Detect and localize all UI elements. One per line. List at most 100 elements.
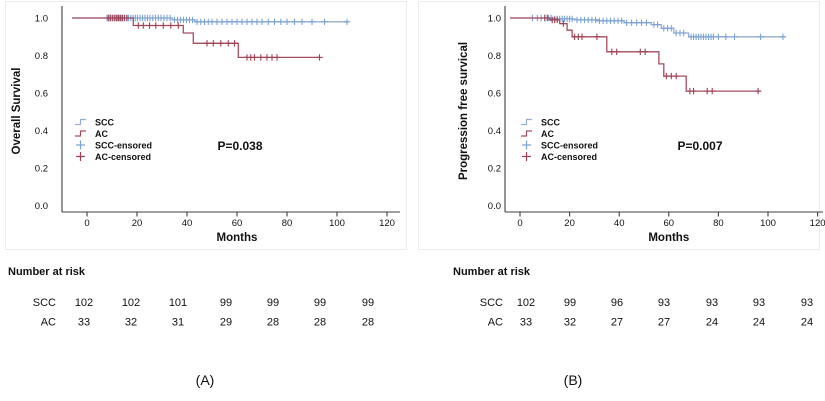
risk-table-heading: Number at risk xyxy=(453,266,531,278)
ac-curve xyxy=(510,17,761,92)
scc-censor-marks xyxy=(103,14,351,25)
risk-table-heading: Number at risk xyxy=(8,266,86,278)
risk-value: 28 xyxy=(267,317,279,329)
x-tick-label: 100 xyxy=(760,218,776,229)
ac-censor-glyph-icon xyxy=(76,152,85,161)
risk-value: 24 xyxy=(801,317,813,329)
panel-progression-free-survival: 0 20 40 60 80 100 120 1.0 0.8 0.6 0.4 0.2 0.0 Progres… xyxy=(413,0,825,345)
ac-censor-marks xyxy=(541,14,762,95)
y-tick-label: 1.0 xyxy=(35,14,48,25)
scc-censor-glyph-icon xyxy=(76,140,85,150)
p-value: P=0.038 xyxy=(217,139,262,153)
legend-label: SCC xyxy=(541,118,561,128)
risk-value: 27 xyxy=(658,317,670,329)
risk-value: 24 xyxy=(753,317,765,329)
legend-label: AC-censored xyxy=(95,152,151,162)
panel-b-caption: (B) xyxy=(563,372,583,388)
tick-labels: 0 20 40 60 80 100 120 1.0 0.8 0.6 0.4 0.2 0.0 xyxy=(35,14,395,230)
ac-step-glyph-icon xyxy=(75,130,86,137)
x-tick-label: 0 xyxy=(517,218,522,229)
ac-censor-marks xyxy=(105,14,323,61)
risk-row-label: SCC xyxy=(480,297,503,309)
risk-value: 33 xyxy=(78,317,90,329)
x-tick-label: 80 xyxy=(282,218,293,229)
tick-labels: 0 20 40 60 80 100 120 1.0 0.8 0.6 0.4 0.2 0.0 xyxy=(488,14,825,230)
y-tick-label: 0.4 xyxy=(35,126,48,137)
risk-value: 93 xyxy=(658,297,670,309)
scc-censor-glyph-icon xyxy=(522,140,531,150)
risk-value: 99 xyxy=(362,297,374,309)
risk-value: 96 xyxy=(611,297,623,309)
risk-value: 93 xyxy=(753,297,765,309)
risk-value: 31 xyxy=(172,317,184,329)
risk-value: 93 xyxy=(801,297,813,309)
risk-value: 99 xyxy=(220,297,232,309)
y-axis-label: Progression free survical xyxy=(458,42,470,180)
km-chart-A: 0 20 40 60 80 100 120 1.0 0.8 0.6 0.4 0.2 0.0 Overall… xyxy=(5,1,407,329)
legend-label: AC-censored xyxy=(541,152,597,162)
legend-label: AC xyxy=(541,129,554,139)
x-tick-label: 80 xyxy=(713,218,724,229)
scc-step-glyph-icon xyxy=(75,118,86,126)
y-tick-label: 0.6 xyxy=(488,89,501,100)
ac-censor-glyph-icon xyxy=(522,152,531,161)
risk-value: 24 xyxy=(706,317,718,329)
y-tick-label: 0.4 xyxy=(488,126,501,137)
x-tick-label: 60 xyxy=(232,218,243,229)
risk-value: 29 xyxy=(220,317,232,329)
ac-curve xyxy=(72,17,320,59)
panel-a-caption: (A) xyxy=(195,372,215,388)
risk-value: 99 xyxy=(564,297,576,309)
risk-value: 32 xyxy=(125,317,137,329)
risk-value: 99 xyxy=(267,297,279,309)
risk-row-label: SCC xyxy=(33,297,56,309)
risk-row-label: AC xyxy=(488,317,503,329)
risk-value: 28 xyxy=(362,317,374,329)
panel-overall-survival: 0 20 40 60 80 100 120 1.0 0.8 0.6 0.4 0.2 0.0 Overall… xyxy=(0,0,412,345)
x-tick-label: 0 xyxy=(84,218,89,229)
x-tick-label: 120 xyxy=(379,218,395,229)
number-at-risk-table: Number at risk SCC 102 102 101 99 99 99 99 AC 33 32… xyxy=(8,266,374,329)
y-tick-label: 1.0 xyxy=(488,14,501,25)
risk-value: 27 xyxy=(611,317,623,329)
risk-value: 102 xyxy=(75,297,93,309)
number-at-risk-table: Number at risk SCC 102 99 96 93 93 93 93 AC 33 32 27… xyxy=(453,266,813,329)
risk-value: 93 xyxy=(706,297,718,309)
y-tick-label: 0.6 xyxy=(35,89,48,100)
legend-label: SCC-ensored xyxy=(541,141,598,151)
risk-row-label: AC xyxy=(41,317,56,329)
y-tick-label: 0.8 xyxy=(488,51,501,62)
y-tick-label: 0.0 xyxy=(35,201,48,212)
km-chart-B: 0 20 40 60 80 100 120 1.0 0.8 0.6 0.4 0.2 0.0 Progres… xyxy=(418,1,825,329)
x-tick-label: 120 xyxy=(810,218,825,229)
y-tick-label: 0.8 xyxy=(35,51,48,62)
x-tick-label: 40 xyxy=(182,218,193,229)
risk-value: 102 xyxy=(122,297,140,309)
panel-border xyxy=(5,1,407,250)
scc-step-glyph-icon xyxy=(521,118,532,126)
x-tick-label: 20 xyxy=(132,218,143,229)
risk-value: 101 xyxy=(169,297,187,309)
x-tick-label: 60 xyxy=(664,218,675,229)
risk-value: 28 xyxy=(314,317,326,329)
risk-value: 99 xyxy=(314,297,326,309)
y-tick-label: 0.0 xyxy=(488,201,501,212)
ac-step-glyph-icon xyxy=(521,130,532,137)
x-tick-label: 20 xyxy=(564,218,575,229)
y-tick-label: 0.2 xyxy=(35,164,48,175)
y-tick-label: 0.2 xyxy=(488,164,501,175)
risk-value: 32 xyxy=(564,317,576,329)
risk-value: 102 xyxy=(517,297,535,309)
x-tick-label: 40 xyxy=(614,218,625,229)
p-value: P=0.007 xyxy=(677,139,722,153)
x-axis-label: Months xyxy=(217,232,258,244)
legend-label: AC xyxy=(95,129,108,139)
risk-value: 33 xyxy=(520,317,532,329)
axes xyxy=(504,6,823,217)
x-tick-label: 100 xyxy=(329,218,345,229)
axes xyxy=(61,6,400,217)
y-axis-label: Overall Survival xyxy=(11,68,23,155)
